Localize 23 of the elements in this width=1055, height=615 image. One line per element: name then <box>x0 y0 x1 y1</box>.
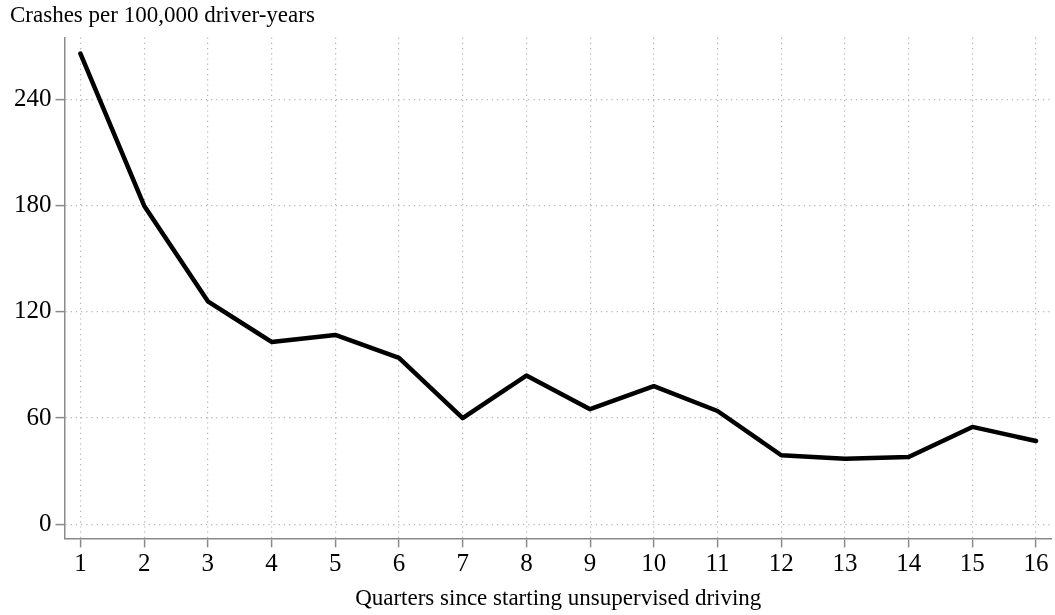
x-tick-label: 8 <box>520 548 533 576</box>
x-axis-title: Quarters since starting unsupervised driving <box>355 585 762 611</box>
x-tick-label: 3 <box>201 548 215 576</box>
x-tick-label: 1 <box>74 548 87 576</box>
x-tick-label: 11 <box>705 548 730 576</box>
x-tick-label: 4 <box>265 548 279 576</box>
y-tick-label: 240 <box>14 84 52 112</box>
x-tick-label: 7 <box>456 548 469 576</box>
x-tick-label: 2 <box>137 548 151 576</box>
x-tick-label: 6 <box>392 548 406 576</box>
y-tick-label: 180 <box>14 190 52 218</box>
x-tick-label: 12 <box>768 548 794 576</box>
x-tick-label: 5 <box>329 548 342 576</box>
y-tick-label: 120 <box>14 296 52 324</box>
y-axis-title: Crashes per 100,000 driver-years <box>10 1 315 27</box>
x-tick-label: 10 <box>641 548 667 576</box>
x-tick-label: 13 <box>832 548 858 576</box>
y-tick-label: 60 <box>26 402 52 430</box>
x-tick-label: 15 <box>959 548 985 576</box>
x-tick-label: 14 <box>896 548 922 576</box>
x-tick-label: 16 <box>1023 548 1049 576</box>
x-tick-label: 9 <box>583 548 597 576</box>
y-tick-label: 0 <box>39 508 52 536</box>
